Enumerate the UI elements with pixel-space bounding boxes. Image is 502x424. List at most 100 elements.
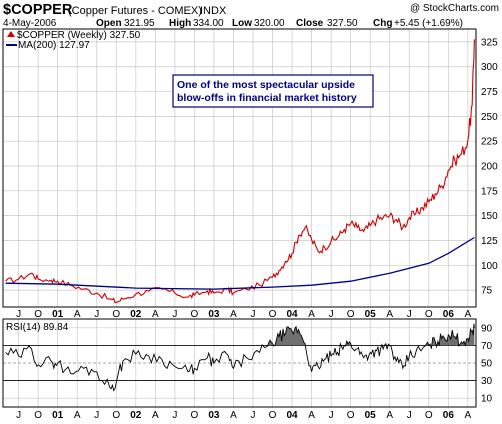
price-y-tick: 200 [481,162,498,173]
rsi-x-tick: 04 [287,410,299,421]
chart-name: (Copper Futures - COMEX) [68,5,202,17]
price-panel-frame [2,28,477,308]
price-y-tick: 275 [481,87,498,98]
rsi-series-layer [5,323,475,392]
rsi-x-tick: J [172,410,177,421]
price-x-axis: J O 01 A J O 02 A J O 03 A J O 04 A J O 05 A J O 06 A [16,309,471,320]
rsi-y-tick: 50 [481,359,493,370]
rsi-x-tick: J [16,410,21,421]
legend-ma: MA(200) 127.97 [18,40,90,51]
price-x-tick: 05 [365,309,377,320]
price-x-tick: J [407,309,412,320]
price-x-tick: O [34,309,42,320]
rsi-x-tick: J [407,410,412,421]
watermark: @ StockCharts.com [410,3,499,14]
chg-label: Chg [373,18,392,29]
rsi-x-tick: A [386,410,393,421]
chart-symbol: $COPPER [3,2,73,18]
price-x-tick: O [425,309,433,320]
price-x-tick: 03 [208,309,220,320]
price-x-tick: J [172,309,177,320]
price-x-tick: 06 [443,309,455,320]
rsi-x-tick: O [112,410,120,421]
price-y-tick: 100 [481,261,498,272]
annotation-line-1: One of the most spectacular upside [177,79,355,91]
rsi-x-tick: O [269,410,277,421]
rsi-x-tick: A [308,410,315,421]
close-label: Close [296,18,324,29]
price-series-layer [5,39,475,304]
high-value: 334.00 [193,18,224,29]
rsi-y-tick: 30 [481,376,493,387]
ma200-line [5,236,475,290]
rsi-x-tick: A [74,410,81,421]
low-value: 320.00 [254,18,285,29]
rsi-x-tick: A [152,410,159,421]
price-y-tick: 125 [481,236,498,247]
price-y-tick: 150 [481,211,498,222]
rsi-x-tick: 01 [52,410,64,421]
low-label: Low [232,18,252,29]
rsi-panel-frame [2,318,477,408]
price-x-tick: O [112,309,120,320]
rsi-x-tick: O [347,410,355,421]
rsi-y-tick: 70 [481,341,493,352]
rsi-y-tick: 90 [481,323,493,334]
price-y-tick: 175 [481,186,498,197]
chart-date: 4-May-2006 [3,18,57,29]
price-y-axis: 75 100 125 150 175 200 225 250 275 300 325 [481,37,498,296]
price-x-tick: O [269,309,277,320]
price-x-tick: J [94,309,99,320]
rsi-x-tick: A [230,410,237,421]
price-y-tick: 75 [481,286,493,297]
open-label: Open [96,18,122,29]
price-x-tick: J [16,309,21,320]
price-y-tick: 300 [481,62,498,73]
chart-exchange: INDX [200,5,227,17]
rsi-x-tick: J [251,410,256,421]
price-x-tick: A [386,309,393,320]
price-y-tick: 325 [481,37,498,48]
rsi-line [5,323,475,392]
rsi-y-tick: 10 [481,394,493,405]
annotation-box [172,74,374,108]
rsi-x-tick: J [94,410,99,421]
rsi-x-tick: 03 [208,410,220,421]
price-x-tick: 01 [52,309,64,320]
rsi-x-tick: O [34,410,42,421]
rsi-y-axis: 10 30 50 70 90 [481,323,493,404]
up-arrow-icon [7,31,15,37]
price-x-tick: A [230,309,237,320]
price-x-tick: A [465,309,472,320]
price-x-tick: A [308,309,315,320]
price-x-tick: O [191,309,199,320]
chg-value: +5.45 (+1.69%) [394,18,463,29]
rsi-x-tick: A [465,410,472,421]
rsi-overbought-fill [261,323,475,346]
open-value: 321.95 [124,18,155,29]
rsi-x-tick: J [329,410,334,421]
price-x-tick: J [251,309,256,320]
annotation-line-2: blow-offs in financial market history [177,92,357,104]
rsi-x-tick: O [191,410,199,421]
rsi-x-tick: 06 [443,410,455,421]
price-x-tick: O [347,309,355,320]
price-x-tick: 02 [130,309,142,320]
price-x-tick: A [152,309,159,320]
price-x-tick: A [74,309,81,320]
legend-rsi: RSI(14) 89.84 [6,322,69,333]
price-y-tick: 250 [481,112,498,123]
price-gridlines [3,29,476,307]
copper-price-line [5,39,475,304]
rsi-x-axis: J O 01 A J O 02 A J O 03 A J O 04 A J O 05 A J O 06 A [16,410,471,421]
rsi-x-tick: O [425,410,433,421]
rsi-overbought-area [261,323,475,346]
price-x-tick: J [329,309,334,320]
rsi-x-tick: 02 [130,410,142,421]
high-label: High [169,18,191,29]
legend-price: $COPPER (Weekly) 327.50 [17,30,141,41]
rsi-x-tick: 05 [365,410,377,421]
price-x-tick: 04 [287,309,299,320]
close-value: 327.50 [327,18,358,29]
